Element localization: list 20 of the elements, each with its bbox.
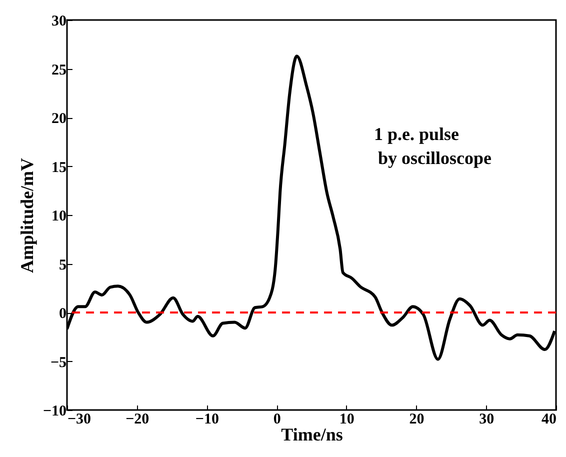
annotation: 1 p.e. pulse xyxy=(374,124,460,144)
x-tick-label: 30 xyxy=(479,412,494,428)
y-tick-label: 30 xyxy=(52,14,66,30)
x-tick-label: 10 xyxy=(339,412,354,428)
y-tick-label: 15 xyxy=(52,160,66,176)
x-tick-label: 20 xyxy=(409,412,424,428)
y-tick-label: 25 xyxy=(52,62,66,78)
y-tick-label: 20 xyxy=(52,111,66,127)
y-tick-label: 10 xyxy=(52,208,66,224)
y-tick-label: 0 xyxy=(59,306,66,322)
y-axis-title: Amplitude/mV xyxy=(16,158,37,274)
x-axis-title: Time/ns xyxy=(281,424,343,444)
x-tick-label: −10 xyxy=(195,412,219,428)
y-tick-label: 5 xyxy=(59,257,66,274)
y-tick-label: −5 xyxy=(50,354,66,371)
x-tick-label: −30 xyxy=(68,412,92,428)
x-tick-label: 40 xyxy=(542,412,556,428)
x-tick-label: −20 xyxy=(126,412,150,428)
annotation: by oscilloscope xyxy=(378,148,492,168)
x-tick-label: 0 xyxy=(273,412,281,428)
